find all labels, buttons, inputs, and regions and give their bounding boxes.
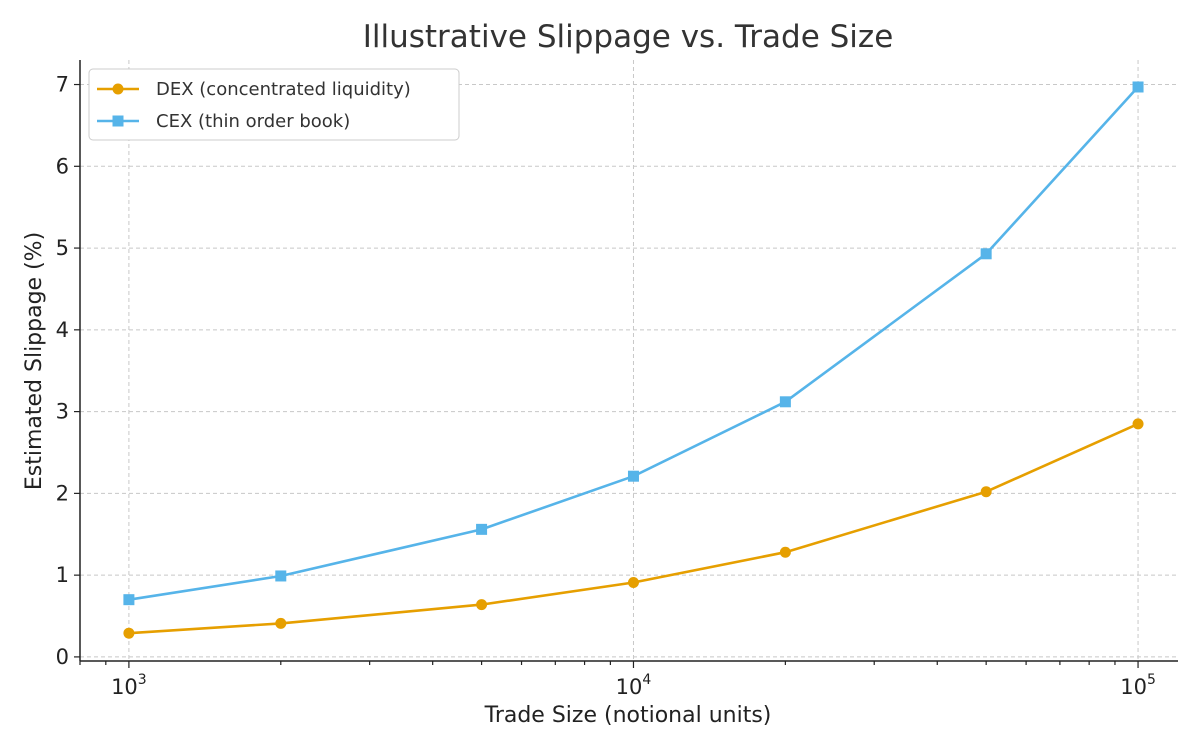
x-tick-label: 104: [616, 672, 652, 699]
data-point: [476, 523, 488, 535]
y-tick-label: 5: [56, 236, 69, 260]
x-tick-label: 103: [111, 672, 147, 699]
legend-marker: [112, 83, 124, 95]
y-tick-label: 2: [56, 481, 69, 505]
x-tick-label: 105: [1120, 672, 1156, 699]
data-point: [275, 617, 287, 629]
plot-area: [123, 81, 1144, 639]
data-point: [627, 470, 639, 482]
grid: [80, 60, 1178, 661]
data-point: [627, 577, 639, 589]
data-point: [123, 627, 135, 639]
legend-marker: [112, 115, 124, 127]
data-point: [980, 486, 992, 498]
y-tick-label: 0: [56, 645, 69, 669]
axes: 0 1 2 3 4 5 6 7 103 104 105: [56, 60, 1178, 699]
data-point: [1132, 81, 1144, 93]
legend-label: CEX (thin order book): [156, 111, 350, 132]
legend: DEX (concentrated liquidity) CEX (thin or…: [88, 68, 460, 141]
chart-title: Illustrative Slippage vs. Trade Size: [363, 19, 894, 55]
y-tick-label: 6: [56, 154, 69, 178]
y-axis-label: Estimated Slippage (%): [22, 232, 47, 490]
data-point: [275, 570, 287, 582]
y-tick-label: 3: [56, 400, 69, 424]
legend-label: DEX (concentrated liquidity): [156, 79, 411, 100]
data-point: [123, 594, 135, 606]
y-tick-label: 7: [56, 73, 69, 97]
legend-box: [88, 68, 460, 141]
x-axis-label: Trade Size (notional units): [484, 703, 772, 728]
data-point: [779, 546, 791, 558]
data-point: [779, 396, 791, 408]
data-point: [980, 248, 992, 260]
data-point: [476, 599, 488, 611]
y-tick-label: 1: [56, 563, 69, 587]
y-tick-label: 4: [56, 318, 69, 342]
data-point: [1132, 418, 1144, 430]
